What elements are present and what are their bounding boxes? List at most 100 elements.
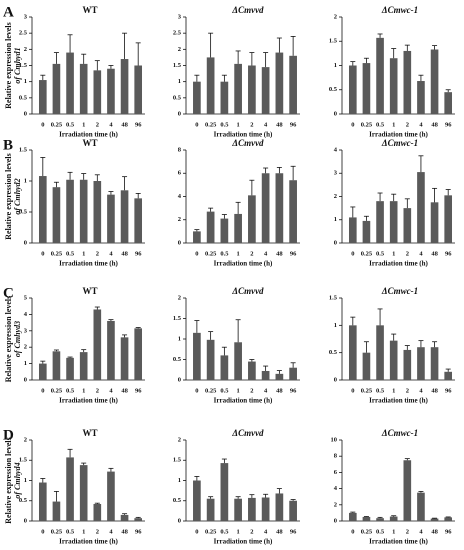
bar [275, 173, 284, 243]
bar [444, 92, 453, 114]
y-tick-label: 1.5 [173, 315, 182, 322]
x-tick-label: 96 [290, 387, 297, 394]
y-axis-label: of Cmhyd4 [13, 462, 22, 498]
x-tick-label: 0 [41, 528, 44, 535]
chart-title: WT [82, 138, 97, 148]
x-tick-label: 2 [250, 387, 253, 394]
y-tick-label: 0.5 [19, 208, 28, 215]
bar [93, 309, 102, 380]
x-tick-label: 1 [392, 121, 395, 128]
chart-title: ΔCmwc-1 [381, 5, 418, 15]
bar [430, 347, 439, 380]
bar [79, 63, 88, 114]
y-tick-label: 1 [24, 360, 27, 367]
bar [52, 351, 61, 380]
x-tick-label: 0.25 [51, 121, 63, 128]
bar [248, 65, 256, 114]
bar [417, 347, 425, 380]
y-tick-label: 0 [334, 239, 337, 246]
x-tick-label: 4 [419, 528, 423, 535]
bar [403, 460, 412, 521]
x-axis-label: Irradiation time (h) [59, 260, 118, 268]
bar [389, 201, 398, 243]
x-axis-label: Irradiation time (h) [59, 131, 118, 139]
y-tick-label: 2 [178, 46, 181, 53]
x-tick-label: 0 [195, 387, 198, 394]
x-tick-label: 0.5 [376, 121, 385, 128]
panel-label: D [3, 427, 14, 443]
y-tick-label: 0.5 [173, 356, 182, 363]
y-tick-label: 1 [24, 78, 27, 85]
y-axis-label: Relative expression levels [4, 437, 13, 524]
bar [403, 349, 412, 380]
x-axis-label: Irradiation time (h) [59, 538, 118, 546]
bar [417, 492, 425, 521]
bar [206, 211, 215, 243]
bar [234, 342, 242, 380]
x-tick-label: 1 [82, 387, 85, 394]
x-tick-label: 4 [264, 528, 268, 535]
x-tick-label: 0.5 [376, 387, 385, 394]
y-tick-label: 1 [24, 177, 27, 184]
bar [66, 52, 74, 114]
bar [348, 325, 357, 380]
chart-title: ΔCmvvd [231, 428, 264, 438]
y-tick-label: 2 [178, 216, 181, 223]
bar [376, 518, 384, 521]
x-tick-label: 0 [41, 387, 44, 394]
y-tick-label: 2 [24, 46, 27, 53]
y-tick-label: 0.5 [173, 94, 182, 101]
y-tick-label: 2.5 [19, 30, 28, 37]
subplot: ΔCmwc-1 0 1 2 3 4 0 0.25 0.5 1 2 4 48 96 Irradiation t… [334, 138, 455, 268]
bar [430, 202, 439, 243]
x-tick-label: 0.5 [66, 250, 75, 257]
x-tick-label: 48 [431, 250, 438, 257]
bar [289, 367, 297, 380]
bar [38, 482, 47, 521]
x-tick-label: 0.25 [205, 528, 217, 535]
x-tick-label: 0.25 [51, 528, 63, 535]
bar [66, 179, 74, 243]
y-tick-label: 1 [178, 78, 181, 85]
x-tick-label: 0 [41, 250, 44, 257]
y-tick-label: 1 [334, 62, 337, 69]
bar [261, 370, 270, 380]
bar [134, 518, 143, 521]
x-tick-label: 96 [135, 387, 142, 394]
x-tick-label: 0.5 [220, 250, 229, 257]
x-axis-label: Irradiation time (h) [369, 131, 428, 139]
x-tick-label: 4 [109, 250, 113, 257]
bar [289, 180, 297, 243]
bar [234, 63, 242, 114]
bar [403, 208, 412, 243]
y-tick-label: 3 [24, 13, 28, 20]
chart-title: ΔCmvvd [231, 5, 264, 15]
bar [275, 493, 284, 521]
x-tick-label: 48 [121, 121, 128, 128]
bar [376, 325, 384, 380]
bar [52, 63, 61, 114]
x-tick-label: 1 [392, 250, 395, 257]
y-tick-label: 1.5 [173, 62, 182, 69]
bar [107, 68, 115, 114]
x-tick-label: 96 [290, 121, 297, 128]
x-tick-label: 96 [445, 387, 452, 394]
x-tick-label: 1 [237, 387, 240, 394]
x-tick-label: 96 [445, 250, 452, 257]
y-tick-label: 0.5 [173, 497, 182, 504]
x-tick-label: 96 [135, 121, 142, 128]
x-tick-label: 0 [351, 250, 354, 257]
y-axis-label: Relative expression levels [4, 22, 13, 109]
x-tick-label: 2 [250, 121, 253, 128]
bar [348, 512, 357, 521]
x-tick-label: 0 [195, 250, 198, 257]
x-tick-label: 1 [237, 121, 240, 128]
y-tick-label: 2 [178, 436, 181, 443]
bar [79, 352, 88, 380]
x-tick-label: 0.5 [66, 121, 75, 128]
y-tick-label: 10 [331, 436, 338, 443]
y-tick-label: 3 [334, 170, 338, 177]
x-tick-label: 1 [237, 250, 240, 257]
